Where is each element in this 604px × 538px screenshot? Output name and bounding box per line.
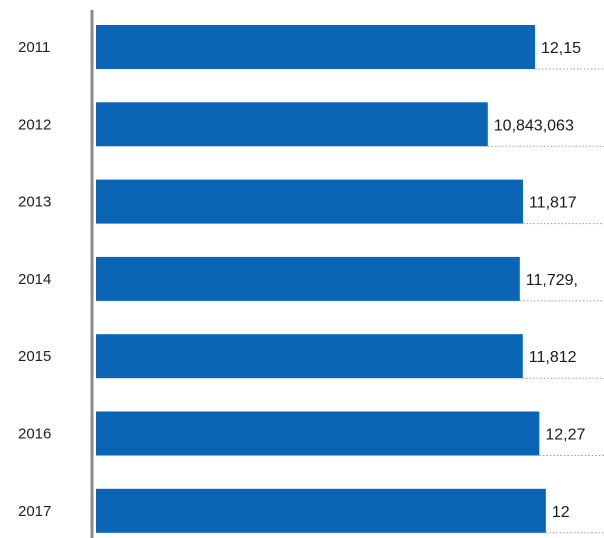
category-label: 2016 — [18, 426, 51, 443]
value-label: 12,27 — [545, 427, 585, 444]
bar — [96, 25, 535, 69]
bars-layer — [96, 25, 604, 534]
category-label: 2013 — [18, 194, 51, 211]
value-label: 11,729, — [526, 272, 578, 289]
bar — [96, 488, 546, 533]
bar — [96, 256, 520, 301]
labels-layer: 2011 12,15 2012 10,843,063 2013 11,817 2014 11,… — [18, 39, 585, 521]
category-label: 2015 — [18, 348, 51, 365]
bar — [96, 334, 523, 379]
value-label: 12 — [552, 504, 570, 521]
bar — [96, 102, 488, 147]
value-label: 12,15 — [541, 40, 581, 57]
category-label: 2011 — [18, 39, 50, 56]
category-label: 2014 — [18, 271, 51, 288]
bar — [96, 179, 523, 224]
category-label: 2012 — [18, 116, 51, 133]
bar — [96, 411, 540, 456]
value-label: 11,812 — [529, 349, 577, 366]
value-label: 10,843,063 — [494, 117, 574, 134]
value-label: 11,817 — [529, 195, 577, 212]
category-label: 2017 — [18, 503, 51, 520]
